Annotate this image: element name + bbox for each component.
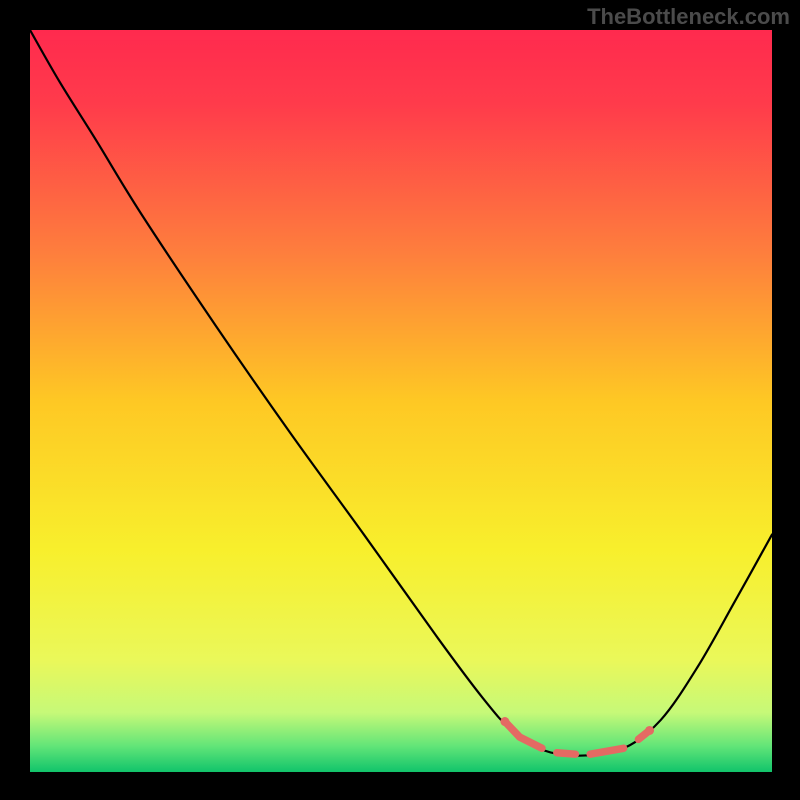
chart-container: TheBottleneck.com <box>0 0 800 800</box>
marker-path <box>505 722 650 755</box>
watermark-text: TheBottleneck.com <box>587 4 790 30</box>
plot-area <box>30 30 772 772</box>
marker-dot <box>645 726 654 735</box>
marker-dot <box>500 717 509 726</box>
bottleneck-curve <box>30 30 772 772</box>
curve-path <box>30 30 772 756</box>
